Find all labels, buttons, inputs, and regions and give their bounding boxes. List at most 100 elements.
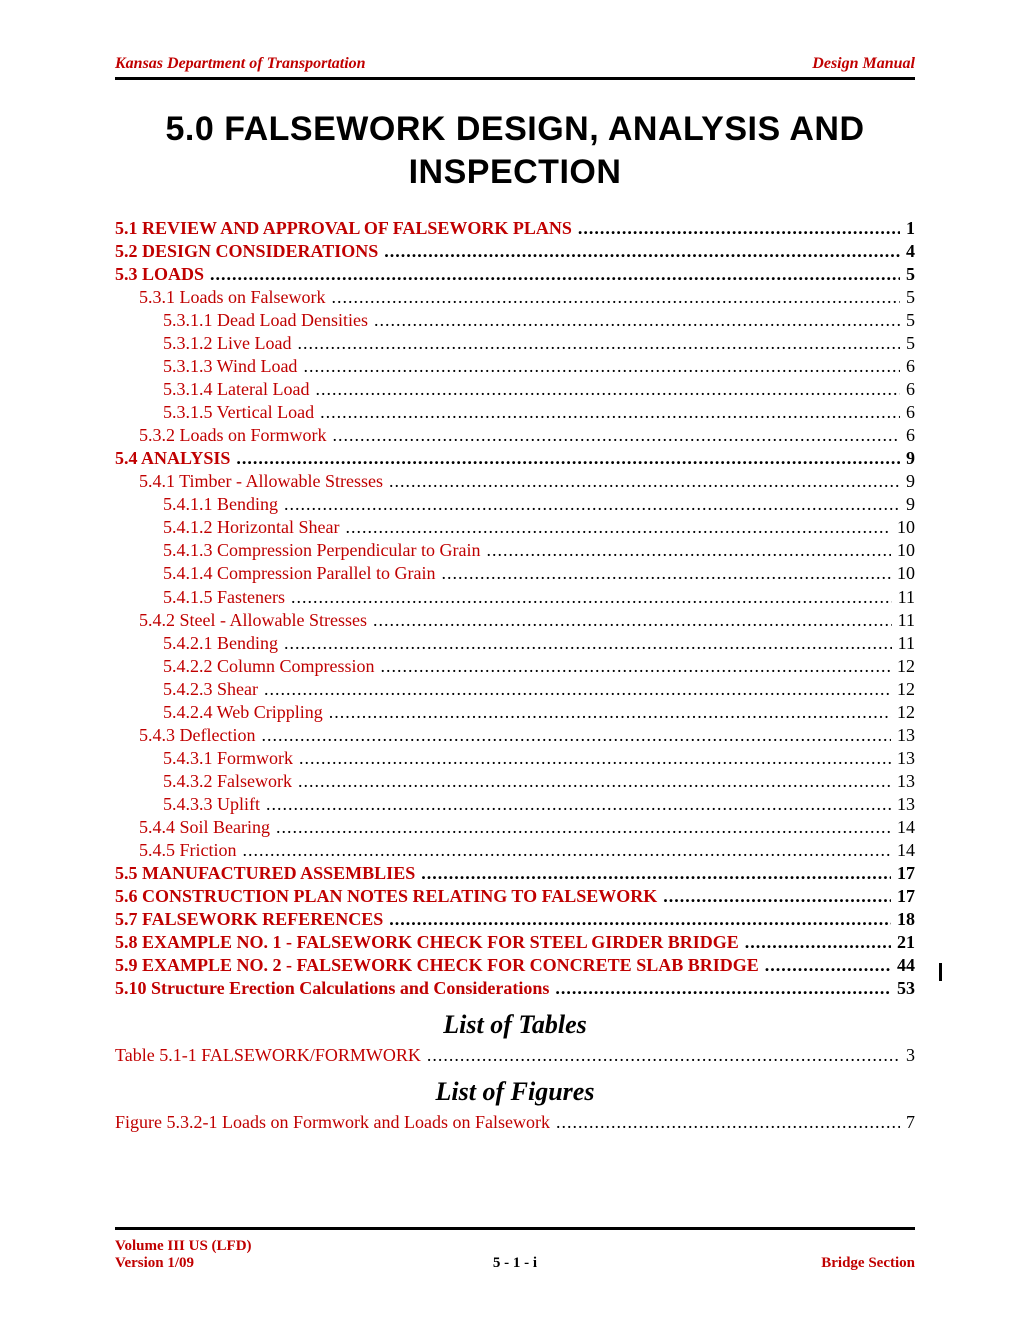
- toc-entry-page: 3: [900, 1044, 915, 1067]
- toc-entry[interactable]: 5.4.2.3 Shear 12: [115, 678, 915, 701]
- toc-entry[interactable]: Table 5.1-1 FALSEWORK/FORMWORK3: [115, 1044, 915, 1067]
- toc-entry[interactable]: 5.6 CONSTRUCTION PLAN NOTES RELATING TO …: [115, 885, 915, 908]
- toc-leader-dots: [331, 286, 900, 309]
- toc-entry[interactable]: 5.4.2.1 Bending11: [115, 632, 915, 655]
- toc-leader-dots: [303, 355, 900, 378]
- toc-entry[interactable]: 5.3.1.4 Lateral Load6: [115, 378, 915, 401]
- toc-entry[interactable]: 5.1 REVIEW AND APPROVAL OF FALSEWORK PLA…: [115, 217, 915, 240]
- toc-entry[interactable]: 5.4.1.2 Horizontal Shear 10: [115, 516, 915, 539]
- toc-leader-dots: [421, 862, 891, 885]
- toc-entry-title: 5.3.1.3 Wind Load: [163, 355, 297, 378]
- toc-leader-dots: [276, 816, 891, 839]
- toc-entry[interactable]: 5.4.3.2 Falsework13: [115, 770, 915, 793]
- toc-entry-page: 13: [891, 793, 915, 816]
- toc-entry-page: 44: [891, 954, 915, 977]
- toc-entry[interactable]: 5.10 Structure Erection Calculations and…: [115, 977, 915, 1000]
- toc-leader-dots: [389, 908, 891, 931]
- toc-entry-title: 5.1 REVIEW AND APPROVAL OF FALSEWORK PLA…: [115, 217, 572, 240]
- toc-leader-dots: [261, 724, 891, 747]
- toc-entry-title: 5.4.1.2 Horizontal Shear: [163, 516, 339, 539]
- toc-entry[interactable]: 5.4.2 Steel - Allowable Stresses11: [115, 609, 915, 632]
- toc-entry-page: 10: [891, 562, 915, 585]
- toc-entry[interactable]: 5.9 EXAMPLE NO. 2 - FALSEWORK CHECK FOR …: [115, 954, 915, 977]
- toc-entry[interactable]: 5.4.1.1 Bending 9: [115, 493, 915, 516]
- toc-entry-page: 6: [900, 355, 915, 378]
- toc-leader-dots: [373, 609, 892, 632]
- page-title: 5.0 FALSEWORK DESIGN, ANALYSIS AND INSPE…: [115, 108, 915, 193]
- toc-entry[interactable]: 5.4.3.1 Formwork13: [115, 747, 915, 770]
- toc-entry[interactable]: Figure 5.3.2-1 Loads on Formwork and Loa…: [115, 1111, 915, 1134]
- footer-left-line1: Volume III US (LFD): [115, 1238, 252, 1255]
- toc-entry[interactable]: 5.5 MANUFACTURED ASSEMBLIES 17: [115, 862, 915, 885]
- toc-entry[interactable]: 5.3.1.5 Vertical Load6: [115, 401, 915, 424]
- toc-entry-title: 5.2 DESIGN CONSIDERATIONS: [115, 240, 378, 263]
- toc-entry[interactable]: 5.3.1.1 Dead Load Densities 5: [115, 309, 915, 332]
- toc-leader-dots: [291, 586, 892, 609]
- toc-entry-page: 9: [900, 493, 915, 516]
- toc-entry-page: 17: [891, 862, 915, 885]
- toc-entry-title: 5.3.1.5 Vertical Load: [163, 401, 314, 424]
- toc-entry[interactable]: 5.4.1 Timber - Allowable Stresses9: [115, 470, 915, 493]
- toc-entry[interactable]: 5.3.1.3 Wind Load 6: [115, 355, 915, 378]
- toc-leader-dots: [765, 954, 891, 977]
- toc-leader-dots: [556, 1111, 900, 1134]
- toc-entry[interactable]: 5.4.2.4 Web Crippling 12: [115, 701, 915, 724]
- toc-entry-page: 5: [900, 309, 915, 332]
- toc-leader-dots: [284, 632, 892, 655]
- toc-leader-dots: [578, 217, 900, 240]
- toc-entry[interactable]: 5.3.1 Loads on Falsework5: [115, 286, 915, 309]
- toc-entry[interactable]: 5.4.1.4 Compression Parallel to Grain 10: [115, 562, 915, 585]
- toc-entry-title: 5.4.2.3 Shear: [163, 678, 258, 701]
- toc-entry[interactable]: 5.7 FALSEWORK REFERENCES18: [115, 908, 915, 931]
- toc-entry-page: 5: [900, 263, 915, 286]
- toc-leader-dots: [329, 701, 891, 724]
- toc-entry-title: 5.4.3.3 Uplift: [163, 793, 260, 816]
- toc-entry[interactable]: 5.4.1.5 Fasteners11: [115, 586, 915, 609]
- toc-leader-dots: [384, 240, 900, 263]
- toc-entry-title: 5.3.1.2 Live Load: [163, 332, 291, 355]
- toc-leader-dots: [663, 885, 891, 908]
- list-of-tables-heading: List of Tables: [115, 1010, 915, 1040]
- toc-entry-title: 5.4.2.4 Web Crippling: [163, 701, 323, 724]
- toc-entry-page: 10: [891, 539, 915, 562]
- toc-leader-dots: [299, 747, 891, 770]
- toc-leader-dots: [243, 839, 892, 862]
- toc-entry[interactable]: 5.3 LOADS5: [115, 263, 915, 286]
- toc-entry[interactable]: 5.4.2.2 Column Compression12: [115, 655, 915, 678]
- toc-leader-dots: [374, 309, 900, 332]
- toc-entry[interactable]: 5.4.1.3 Compression Perpendicular to Gra…: [115, 539, 915, 562]
- toc-leader-dots: [745, 931, 891, 954]
- toc-entry-page: 12: [891, 701, 915, 724]
- toc-entry-title: 5.4.3.1 Formwork: [163, 747, 293, 770]
- toc-leader-dots: [297, 332, 900, 355]
- toc-entry[interactable]: 5.4.3 Deflection13: [115, 724, 915, 747]
- toc-entry-title: 5.4.1.1 Bending: [163, 493, 278, 516]
- toc-entry-page: 17: [891, 885, 915, 908]
- toc-entry-page: 10: [891, 516, 915, 539]
- toc-entry-page: 1: [900, 217, 915, 240]
- toc-entry-title: 5.7 FALSEWORK REFERENCES: [115, 908, 383, 931]
- toc-entry[interactable]: 5.8 EXAMPLE NO. 1 - FALSEWORK CHECK FOR …: [115, 931, 915, 954]
- toc-entry[interactable]: 5.3.1.2 Live Load5: [115, 332, 915, 355]
- toc-entry-title: 5.4.1.4 Compression Parallel to Grain: [163, 562, 435, 585]
- toc-entry-page: 12: [891, 678, 915, 701]
- toc-entry[interactable]: 5.3.2 Loads on Formwork6: [115, 424, 915, 447]
- toc-entry-title: 5.9 EXAMPLE NO. 2 - FALSEWORK CHECK FOR …: [115, 954, 759, 977]
- toc-entry-title: 5.4.2 Steel - Allowable Stresses: [139, 609, 367, 632]
- toc-entry-title: 5.4.2.2 Column Compression: [163, 655, 375, 678]
- toc-entry-title: 5.5 MANUFACTURED ASSEMBLIES: [115, 862, 415, 885]
- page-footer: Volume III US (LFD) Version 1/09 Bridge …: [115, 1227, 915, 1272]
- toc-entry[interactable]: 5.4 ANALYSIS9: [115, 447, 915, 470]
- toc-entry-title: 5.3.1.1 Dead Load Densities: [163, 309, 368, 332]
- toc-entry-title: 5.4.3.2 Falsework: [163, 770, 292, 793]
- toc-entry[interactable]: 5.4.5 Friction14: [115, 839, 915, 862]
- toc-entry[interactable]: 5.4.3.3 Uplift 13: [115, 793, 915, 816]
- toc-leader-dots: [210, 263, 900, 286]
- toc-entry-page: 11: [892, 586, 915, 609]
- toc-entry-page: 11: [892, 632, 915, 655]
- toc-entry[interactable]: 5.2 DESIGN CONSIDERATIONS 4: [115, 240, 915, 263]
- toc-entry[interactable]: 5.4.4 Soil Bearing14: [115, 816, 915, 839]
- toc-entry-page: 4: [900, 240, 915, 263]
- toc-entry-page: 9: [900, 470, 915, 493]
- toc-entry-page: 53: [891, 977, 915, 1000]
